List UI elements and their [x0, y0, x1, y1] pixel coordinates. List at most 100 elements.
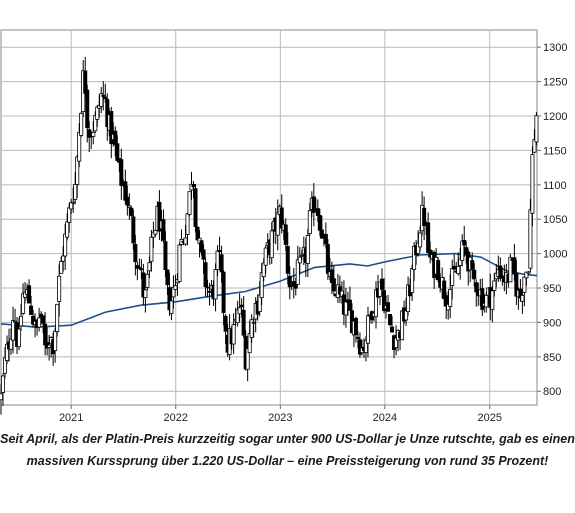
candle — [259, 263, 264, 306]
candle-body — [141, 272, 146, 298]
candle — [422, 196, 427, 241]
candle-body — [484, 294, 489, 308]
candle — [436, 257, 441, 283]
candle-body — [77, 132, 82, 162]
y-tick-label: 1150 — [543, 145, 567, 157]
candle-body — [245, 348, 250, 370]
candle-body — [386, 302, 391, 312]
candle-body — [365, 315, 370, 344]
candle — [331, 265, 336, 297]
y-tick-label: 850 — [543, 352, 561, 364]
candle-body — [165, 269, 170, 286]
candle — [472, 263, 477, 287]
candle-body — [221, 271, 226, 314]
candle — [221, 270, 226, 326]
candle-body — [55, 303, 60, 333]
candle-body — [203, 262, 208, 288]
candle — [528, 198, 533, 273]
candle-body — [193, 188, 198, 228]
candle — [241, 296, 246, 338]
candle-body — [213, 269, 218, 300]
candle-body — [27, 285, 32, 304]
candle-body — [251, 321, 256, 324]
candle-body — [269, 230, 274, 259]
candle — [406, 276, 411, 316]
candle — [418, 226, 423, 252]
candle — [247, 320, 252, 354]
candle-body — [241, 309, 246, 336]
candle — [27, 279, 32, 304]
candle-body — [103, 96, 108, 100]
candle — [305, 228, 310, 277]
candle — [177, 242, 182, 283]
candle-body — [388, 314, 393, 326]
candle-body — [127, 205, 132, 208]
candle-body — [169, 300, 174, 314]
y-tick-label: 900 — [543, 317, 561, 329]
candle — [201, 244, 206, 274]
candle — [508, 253, 513, 283]
candle — [534, 112, 539, 146]
candle-body — [404, 310, 409, 321]
candle-body — [205, 286, 210, 289]
candle-body — [85, 89, 90, 129]
grid-layer — [1, 30, 537, 405]
candle-body — [239, 304, 244, 307]
candle-body — [143, 289, 148, 298]
candle-body — [59, 261, 64, 274]
chart-svg: 800 850 900 950 1000 1050 1100 1150 1200 1250 1300… — [0, 29, 567, 424]
candle — [55, 303, 60, 337]
candle-body — [0, 393, 4, 401]
candle-body — [508, 256, 513, 283]
candle — [145, 270, 150, 291]
candle-body — [512, 257, 517, 275]
candle-body — [406, 284, 411, 313]
y-tick-label: 950 — [543, 283, 561, 295]
candle-body — [287, 276, 292, 288]
candle-body — [231, 324, 236, 345]
candle-body — [131, 216, 136, 244]
candle — [223, 314, 228, 344]
candle — [279, 194, 284, 234]
candle-body — [492, 280, 497, 291]
candle — [293, 277, 298, 296]
candle — [287, 266, 292, 300]
candle-body — [293, 284, 298, 289]
candle-body — [223, 315, 228, 332]
y-tick-label: 1200 — [543, 111, 567, 123]
candle — [213, 263, 218, 312]
candle — [171, 275, 176, 309]
candle-body — [171, 286, 176, 298]
candle-body — [470, 260, 475, 270]
moving-average-line — [0, 252, 538, 329]
candle-body — [73, 183, 78, 200]
candle — [17, 317, 22, 351]
candle — [79, 111, 84, 138]
candle — [390, 316, 395, 333]
candle — [161, 209, 166, 243]
candle-body — [41, 315, 46, 324]
candle — [57, 264, 62, 317]
candle-body — [191, 184, 196, 188]
candle-body — [1, 375, 6, 393]
candle — [141, 263, 146, 306]
candle-body — [9, 338, 14, 350]
candle-body — [490, 290, 495, 311]
candle-body — [37, 317, 42, 328]
candle-body — [259, 272, 264, 298]
candle-body — [173, 285, 178, 290]
candle — [143, 289, 148, 313]
candle — [83, 56, 88, 99]
candle-body — [47, 344, 52, 348]
candle-body — [163, 241, 168, 271]
candle-body — [532, 139, 537, 153]
candle-body — [61, 255, 66, 262]
candle — [75, 155, 80, 198]
candle — [119, 148, 124, 200]
x-tick-label: 2024 — [373, 412, 397, 424]
candle-body — [347, 299, 352, 311]
candle — [115, 135, 120, 162]
candle-body — [113, 130, 118, 146]
candle-body — [217, 250, 222, 253]
candle-body — [520, 294, 525, 302]
